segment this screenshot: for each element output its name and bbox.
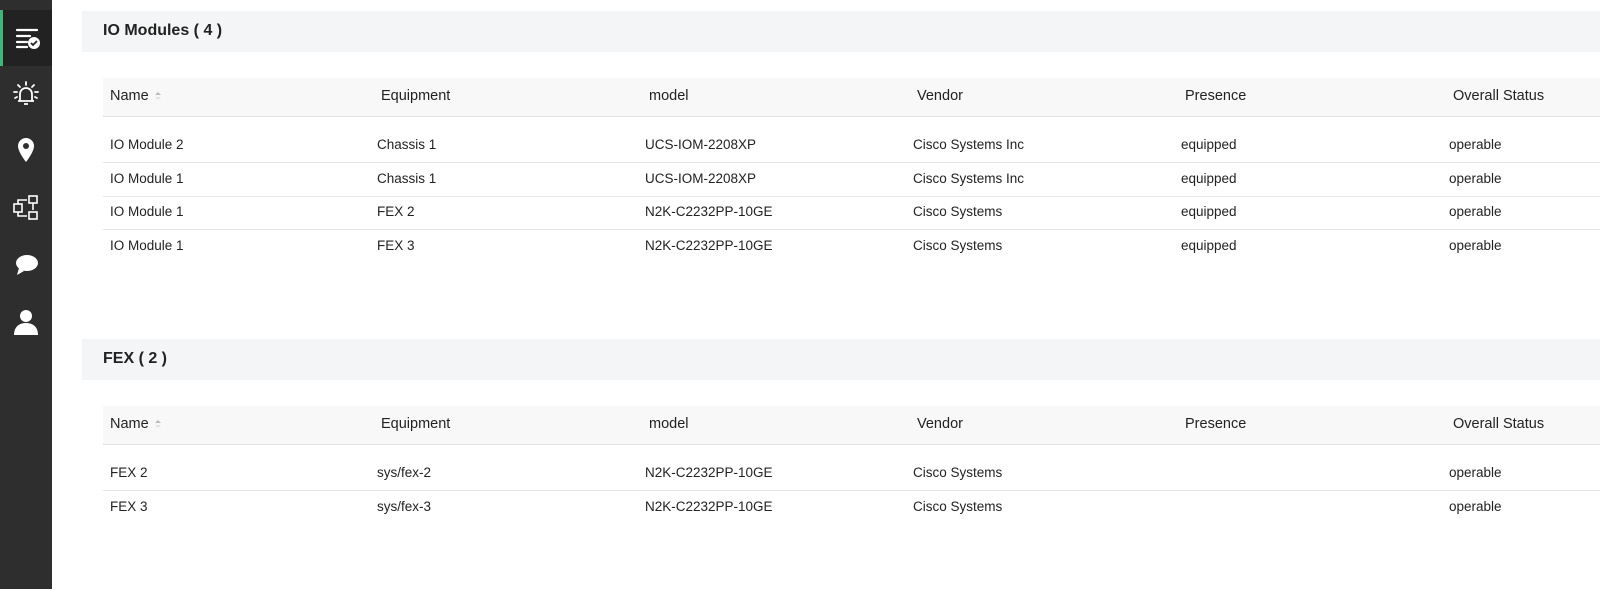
sort-icon[interactable] [154, 91, 162, 101]
nav-user[interactable] [0, 294, 52, 350]
column-header[interactable]: model [649, 88, 689, 104]
sidebar [0, 0, 52, 589]
table-cell: operable [1449, 465, 1502, 480]
table-cell: IO Module 2 [110, 137, 184, 152]
table-cell: Chassis 1 [377, 137, 437, 152]
table-cell: IO Module 1 [110, 238, 184, 254]
table-cell: Cisco Systems [913, 238, 1003, 254]
column-header[interactable]: Overall Status [1453, 88, 1545, 104]
nav-chat[interactable] [0, 237, 52, 293]
chat-bubbles-icon [16, 255, 38, 275]
table-cell: sys/fex-2 [377, 465, 432, 480]
table-cell: Cisco Systems [913, 498, 1003, 514]
table-cell: N2K-C2232PP-10GE [645, 465, 773, 480]
list-check-icon [15, 28, 40, 49]
table-cell: operable [1449, 137, 1502, 152]
column-header[interactable]: Name [110, 416, 162, 432]
table-cell: Cisco Systems [913, 465, 1003, 480]
table-cell: Chassis 1 [377, 170, 437, 186]
workflow-icon [13, 195, 38, 220]
table-cell: operable [1449, 204, 1502, 220]
table-row[interactable]: FEX 3 sys/fex-3 N2K-C2232PP-10GE Cisco Syst… [103, 491, 1600, 524]
section-title: IO Modules ( 4 ) [103, 22, 223, 39]
fex-table-header: Name Equipment model Vendor Presence Overall … [103, 406, 1600, 445]
table-cell: equipped [1181, 238, 1237, 254]
table-cell: Cisco Systems [913, 204, 1003, 220]
table-cell: operable [1449, 170, 1502, 186]
column-header[interactable]: model [649, 416, 689, 432]
table-cell: equipped [1181, 204, 1237, 220]
io_modules-section-header: IO Modules ( 4 ) [82, 11, 1600, 52]
table-cell: N2K-C2232PP-10GE [645, 204, 773, 220]
table-cell: FEX 3 [110, 498, 148, 514]
column-header[interactable]: Name [110, 88, 162, 104]
table-row[interactable]: IO Module 1 FEX 3 N2K-C2232PP-10GE Cisco Sy… [103, 230, 1600, 263]
table-cell: Cisco Systems Inc [913, 170, 1025, 186]
io_modules-table-header: Name Equipment model Vendor Presence Overall … [103, 78, 1600, 117]
table-cell: operable [1449, 238, 1502, 254]
user-icon [14, 310, 38, 335]
table-cell: UCS-IOM-2208XP [645, 137, 757, 152]
fex-section-header: FEX ( 2 ) [82, 339, 1600, 380]
table-cell: equipped [1181, 170, 1237, 186]
alarm-bell-icon [13, 81, 39, 105]
table-row[interactable]: IO Module 2 Chassis 1 UCS-IOM-2208XP Cisco … [103, 129, 1600, 163]
table-cell: IO Module 1 [110, 170, 184, 186]
nav-inventory[interactable] [0, 10, 52, 66]
table-cell: N2K-C2232PP-10GE [645, 498, 773, 514]
section-title: FEX ( 2 ) [103, 350, 168, 367]
column-header[interactable]: Equipment [381, 416, 451, 432]
table-cell: sys/fex-3 [377, 498, 432, 514]
column-header[interactable]: Vendor [917, 416, 963, 432]
column-header[interactable]: Overall Status [1453, 416, 1545, 432]
table-cell: Cisco Systems Inc [913, 137, 1025, 152]
table-row[interactable]: FEX 2 sys/fex-2 N2K-C2232PP-10GE Cisco Syst… [103, 457, 1600, 491]
table-cell: UCS-IOM-2208XP [645, 170, 757, 186]
table-cell: N2K-C2232PP-10GE [645, 238, 773, 254]
map-pin-icon [18, 138, 34, 162]
table-row[interactable]: IO Module 1 Chassis 1 UCS-IOM-2208XP Cisco … [103, 163, 1600, 197]
table-cell: operable [1449, 498, 1502, 514]
column-header[interactable]: Presence [1185, 416, 1247, 432]
sort-icon[interactable] [154, 419, 162, 429]
table-cell: FEX 3 [377, 238, 415, 254]
table-cell: FEX 2 [110, 465, 148, 480]
column-header[interactable]: Presence [1185, 88, 1247, 104]
nav-workflows[interactable] [0, 180, 52, 236]
table-cell: FEX 2 [377, 204, 415, 220]
table-row[interactable]: IO Module 1 FEX 2 N2K-C2232PP-10GE Cisco Sy… [103, 196, 1600, 231]
nav-locations[interactable] [0, 122, 52, 178]
column-header[interactable]: Equipment [381, 88, 451, 104]
column-header[interactable]: Vendor [917, 88, 963, 104]
table-cell: IO Module 1 [110, 204, 184, 220]
nav-alarms[interactable] [0, 66, 52, 122]
table-cell: equipped [1181, 137, 1237, 152]
